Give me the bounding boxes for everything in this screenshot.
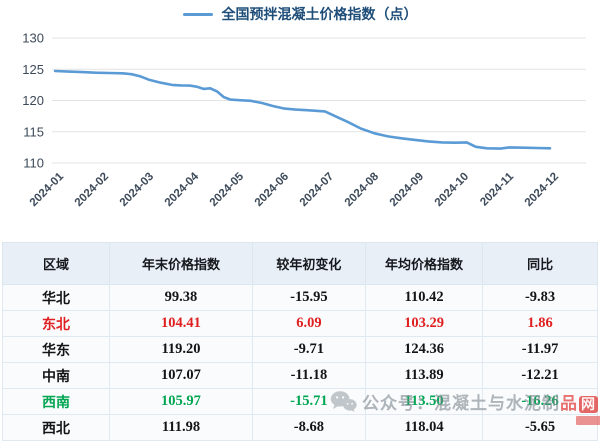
value-cell: 103.29 <box>364 310 484 337</box>
table-row: 中南 107.07 -11.18 113.89 -12.21 <box>1 362 598 389</box>
x-axis-tick-label: 2024-12 <box>523 171 561 209</box>
value-cell: -9.71 <box>251 336 366 363</box>
table-row: 华东 119.20 -9.71 124.36 -11.97 <box>1 336 598 363</box>
value-cell: -15.95 <box>251 284 366 311</box>
value-cell: -15.71 <box>251 388 366 415</box>
x-axis-tick-label: 2024-07 <box>298 171 336 209</box>
table-header-cell: 年末价格指数 <box>109 242 253 285</box>
table-header: 区域 年末价格指数 较年初变化 年均价格指数 同比 <box>1 242 598 285</box>
table-header-cell: 年均价格指数 <box>364 242 484 285</box>
value-cell: 113.50 <box>364 388 484 415</box>
region-cell: 西北 <box>1 414 111 441</box>
value-cell: -9.83 <box>482 284 598 311</box>
x-axis-tick-label: 2024-05 <box>208 170 247 209</box>
value-cell: 110.42 <box>364 284 484 311</box>
value-cell: 119.20 <box>109 336 253 363</box>
y-axis-tick-label: 130 <box>22 31 44 46</box>
value-cell: 124.36 <box>364 336 484 363</box>
value-cell: 118.04 <box>364 414 484 441</box>
value-cell: -16.26 <box>482 388 598 415</box>
value-cell: -11.18 <box>251 362 366 389</box>
chart-legend[interactable]: 全国预拌混凝土价格指数（点） <box>0 4 600 24</box>
value-cell: 6.09 <box>251 310 366 337</box>
table-header-cell: 较年初变化 <box>251 242 366 285</box>
x-axis-tick-label: 2024-01 <box>28 170 67 209</box>
page: 110 115 120 125 130 2024-01 2024-02 2024-03 2024… <box>0 4 600 441</box>
value-cell: -8.68 <box>251 414 366 441</box>
table-row: 西北 111.98 -8.68 118.04 -5.65 <box>1 414 598 441</box>
table-body: 华北 99.38 -15.95 110.42 -9.83 东北 104.41 6.09 103.… <box>1 284 598 441</box>
x-axis-tick-label: 2024-11 <box>478 170 516 208</box>
table-row: 西南 105.97 -15.71 113.50 -16.26 <box>1 388 598 415</box>
table-row: 东北 104.41 6.09 103.29 1.86 <box>1 310 598 337</box>
value-cell: 113.89 <box>364 362 484 389</box>
value-cell: 1.86 <box>482 310 598 337</box>
x-axis-tick-label: 2024-09 <box>388 171 426 209</box>
legend-line-swatch <box>182 12 213 16</box>
value-cell: 99.38 <box>109 284 253 311</box>
y-axis-tick-label: 110 <box>23 156 44 171</box>
table-row: 华北 99.38 -15.95 110.42 -9.83 <box>1 284 598 311</box>
x-axis-tick-label: 2024-02 <box>73 171 111 209</box>
region-cell: 中南 <box>1 362 111 389</box>
x-axis-tick-label: 2024-03 <box>118 171 156 209</box>
value-cell: -12.21 <box>482 362 598 389</box>
y-axis-tick-label: 125 <box>22 62 44 77</box>
region-cell: 华东 <box>1 336 111 363</box>
x-axis-tick-label: 2024-08 <box>343 170 382 209</box>
value-cell: -5.65 <box>482 414 598 441</box>
value-cell: -11.97 <box>482 336 598 363</box>
region-cell: 西南 <box>1 388 111 415</box>
value-cell: 107.07 <box>109 362 253 389</box>
region-index-table: 区域 年末价格指数 较年初变化 年均价格指数 同比 华北 99.38 -15.95 110.4… <box>1 242 598 441</box>
table-header-cell: 区域 <box>1 242 111 285</box>
x-axis-tick-label: 2024-10 <box>433 171 471 209</box>
value-cell: 104.41 <box>109 310 253 337</box>
value-cell: 105.97 <box>109 388 253 415</box>
y-axis-tick-label: 115 <box>23 124 44 139</box>
price-index-line <box>53 69 552 150</box>
table-header-cell: 同比 <box>482 242 598 285</box>
y-axis-tick-label: 120 <box>22 93 44 108</box>
x-axis-tick-label: 2024-06 <box>253 171 291 209</box>
price-index-chart-section: 110 115 120 125 130 2024-01 2024-02 2024-03 2024… <box>0 4 600 209</box>
x-axis-tick-label: 2024-04 <box>163 170 202 209</box>
chart-title: 全国预拌混凝土价格指数（点） <box>221 6 418 22</box>
region-cell: 东北 <box>1 310 111 337</box>
value-cell: 111.98 <box>109 414 253 441</box>
region-cell: 华北 <box>1 284 111 311</box>
